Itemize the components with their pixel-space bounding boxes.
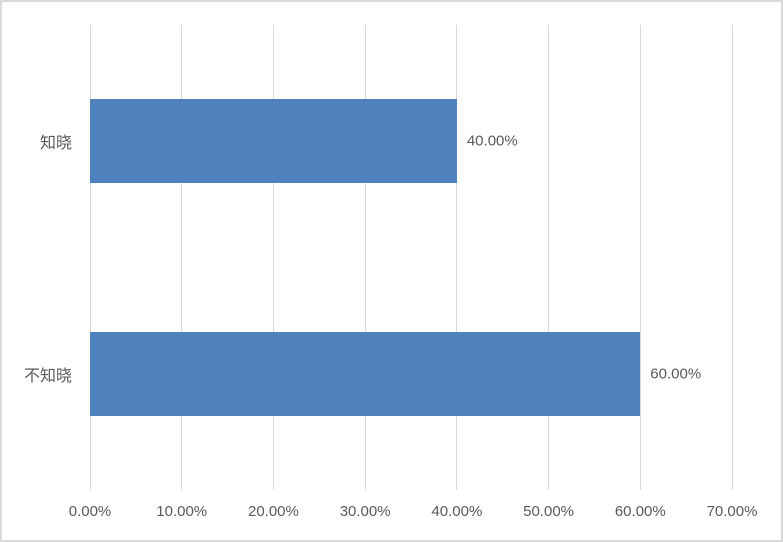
category-axis: 知晓不知晓 [2, 25, 82, 490]
data-label: 40.00% [466, 132, 518, 150]
gridline [456, 25, 458, 490]
x-tick-label: 40.00% [431, 503, 483, 520]
x-tick-label: 10.00% [156, 503, 208, 520]
category-label: 不知晓 [23, 367, 72, 385]
x-tick-label: 20.00% [247, 503, 299, 520]
gridline [364, 25, 366, 490]
x-tick-label: 70.00% [706, 503, 758, 520]
gridline [639, 25, 641, 490]
gridline [181, 25, 183, 490]
bar-2 [90, 331, 641, 416]
plot-area: 40.00% 60.00% [89, 25, 733, 490]
data-label: 60.00% [650, 365, 702, 383]
gridline [548, 25, 550, 490]
x-tick-label: 50.00% [523, 503, 574, 520]
x-tick-label: 0.00% [68, 503, 112, 520]
x-tick-label: 60.00% [614, 503, 666, 520]
x-tick-label: 30.00% [339, 503, 391, 520]
category-label: 知晓 [39, 135, 72, 153]
gridline [731, 25, 733, 490]
value-axis: 0.00% 10.00% 20.00% 30.00% 40.00% 50.00% 60.00… [69, 499, 758, 525]
gridline [272, 25, 274, 490]
gridline [89, 25, 91, 490]
bar-1 [90, 99, 457, 184]
